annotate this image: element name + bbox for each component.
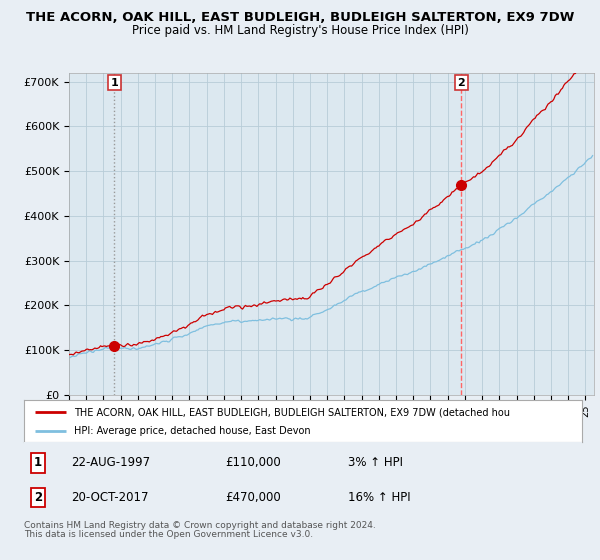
Text: 2: 2	[458, 78, 466, 87]
Text: 16% ↑ HPI: 16% ↑ HPI	[347, 491, 410, 504]
Text: HPI: Average price, detached house, East Devon: HPI: Average price, detached house, East…	[74, 426, 311, 436]
Text: This data is licensed under the Open Government Licence v3.0.: This data is licensed under the Open Gov…	[24, 530, 313, 539]
Text: 22-AUG-1997: 22-AUG-1997	[71, 456, 151, 469]
Text: 2: 2	[34, 491, 42, 504]
Text: Price paid vs. HM Land Registry's House Price Index (HPI): Price paid vs. HM Land Registry's House …	[131, 24, 469, 36]
Text: THE ACORN, OAK HILL, EAST BUDLEIGH, BUDLEIGH SALTERTON, EX9 7DW: THE ACORN, OAK HILL, EAST BUDLEIGH, BUDL…	[26, 11, 574, 24]
Text: THE ACORN, OAK HILL, EAST BUDLEIGH, BUDLEIGH SALTERTON, EX9 7DW (detached hou: THE ACORN, OAK HILL, EAST BUDLEIGH, BUDL…	[74, 407, 510, 417]
Text: Contains HM Land Registry data © Crown copyright and database right 2024.: Contains HM Land Registry data © Crown c…	[24, 521, 376, 530]
Text: £110,000: £110,000	[225, 456, 281, 469]
Text: 20-OCT-2017: 20-OCT-2017	[71, 491, 149, 504]
Text: 3% ↑ HPI: 3% ↑ HPI	[347, 456, 403, 469]
Text: 1: 1	[110, 78, 118, 87]
Text: £470,000: £470,000	[225, 491, 281, 504]
Text: 1: 1	[34, 456, 42, 469]
